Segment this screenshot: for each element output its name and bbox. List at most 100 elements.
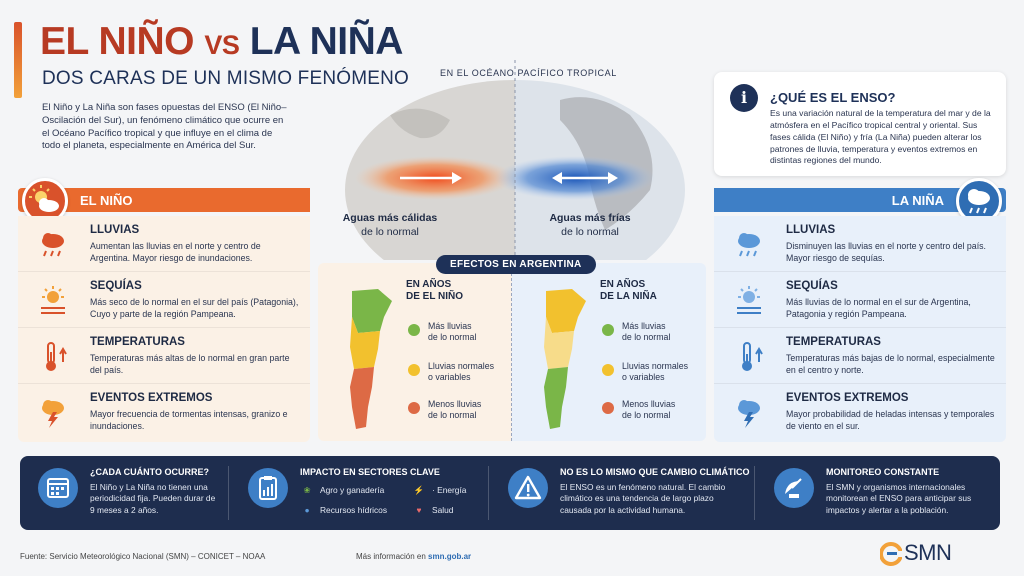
- frequency-title: ¿CADA CUÁNTO OCURRE?: [90, 467, 209, 477]
- el-nino-item-eventos: EVENTOS EXTREMOS Mayor frecuencia de tor…: [18, 384, 310, 440]
- sector-health: ♥ Salud: [412, 505, 454, 515]
- effects-el-nino: EN AÑOS DE EL NIÑO Más lluvias de lo norm…: [318, 263, 512, 441]
- leaf-icon: ❀: [303, 485, 311, 495]
- heart-icon: ♥: [416, 505, 422, 515]
- water-drop-icon: ●: [304, 505, 310, 515]
- footer-more-info: Más información en smn.gob.ar: [356, 552, 471, 561]
- monitor-block: MONITOREO CONSTANTE El SMN y organismos …: [756, 456, 1000, 530]
- item-title: TEMPERATURAS: [90, 336, 185, 348]
- monitor-text: El SMN y organismos internacionales moni…: [826, 482, 972, 515]
- divider: [754, 466, 755, 520]
- satellite-dish-icon: [774, 468, 814, 508]
- el-nino-item-sequias: SEQUÍAS Más seco de lo normal en el sur …: [18, 272, 310, 328]
- climate-title: NO ES LO MISMO QUE CAMBIO CLIMÁTICO: [560, 467, 750, 477]
- effects-argentina: EFECTOS EN ARGENTINA EN AÑOS DE EL NIÑO …: [318, 255, 706, 441]
- warm-caption-bold: Aguas más cálidas: [342, 212, 438, 224]
- item-text: Mayor frecuencia de tormentas intensas, …: [90, 409, 288, 431]
- monitor-title: MONITOREO CONSTANTE: [826, 467, 940, 477]
- enso-info-card: i ¿QUÉ ES EL ENSO? Es una variación natu…: [714, 72, 1006, 176]
- cold-caption-bold: Aguas más frías: [549, 212, 631, 224]
- item-text: Temperaturas más bajas de lo normal, esp…: [786, 353, 995, 375]
- item-title: EVENTOS EXTREMOS: [90, 392, 213, 404]
- more-label: Más información en: [356, 552, 426, 561]
- legend-text: Más lluvias de lo normal: [428, 321, 477, 343]
- legend-text: Más lluvias de lo normal: [622, 321, 671, 343]
- thermometer-up-icon: [46, 342, 67, 371]
- item-text: Aumentan las lluvias en el norte y centr…: [90, 241, 261, 263]
- effects-title: EFECTOS EN ARGENTINA: [436, 255, 596, 274]
- el-nino-years-title: EN AÑOS DE EL NIÑO: [406, 279, 463, 303]
- item-text: Más lluvias de lo normal en el sur de Ar…: [786, 297, 971, 319]
- legend-text: Lluvias normales o variables: [622, 361, 689, 383]
- divider: [488, 466, 489, 520]
- enso-text: Es una variación natural de la temperatu…: [770, 108, 991, 166]
- sun-icon: [737, 286, 761, 314]
- snow-storm-icon: [738, 400, 760, 428]
- calendar-icon: [38, 468, 78, 508]
- title-el-nino: EL NIÑO: [40, 20, 194, 63]
- legend-dot: [408, 324, 420, 336]
- item-title: LLUVIAS: [786, 224, 836, 236]
- lightning-icon: ⚡: [413, 485, 425, 495]
- impact-block: IMPACTO EN SECTORES CLAVE ❀ Agro y ganade…: [230, 456, 485, 530]
- warm-caption-rest: de lo normal: [361, 225, 419, 238]
- la-nina-item-lluvias: LLUVIAS Disminuyen las lluvias en el nor…: [714, 216, 1006, 272]
- pacific-globe-icon: [345, 60, 685, 260]
- smn-logo-text: SMN: [904, 540, 952, 565]
- item-text: Mayor probabilidad de heladas intensas y…: [786, 409, 995, 431]
- impact-title: IMPACTO EN SECTORES CLAVE: [300, 467, 440, 477]
- more-link[interactable]: smn.gob.ar: [428, 552, 472, 561]
- item-title: EVENTOS EXTREMOS: [786, 392, 909, 404]
- accent-bar: [14, 22, 22, 98]
- title-la-nina: LA NIÑA: [249, 20, 404, 63]
- warm-water-caption: Aguas más cálidas de lo normal: [330, 212, 450, 239]
- eff-title-line: EN AÑOS: [406, 279, 452, 290]
- item-title: SEQUÍAS: [786, 280, 838, 292]
- sector-energy: ⚡ · Energía: [413, 485, 467, 495]
- climate-text: El ENSO es un fenómeno natural. El cambi…: [560, 482, 726, 515]
- legend-dot: [602, 402, 614, 414]
- globe-label: EN EL OCÉANO PACÍFICO TROPICAL: [440, 68, 617, 78]
- info-icon: i: [730, 84, 758, 112]
- la-nina-item-temperaturas: TEMPERATURAS Temperaturas más bajas de l…: [714, 328, 1006, 384]
- rain-cloud-icon: [42, 233, 64, 257]
- effects-la-nina: EN AÑOS DE LA NIÑA Más lluvias de lo norm…: [512, 263, 706, 441]
- eff-title-line: DE LA NIÑA: [600, 291, 657, 302]
- la-nina-years-title: EN AÑOS DE LA NIÑA: [600, 279, 657, 303]
- argentina-map-el-nino: [350, 289, 392, 429]
- item-title: SEQUÍAS: [90, 280, 142, 292]
- legend-dot: [602, 324, 614, 336]
- legend-dot: [408, 402, 420, 414]
- legend-dot: [408, 364, 420, 376]
- page-title: EL NIÑO VS LA NIÑA: [40, 20, 403, 64]
- enso-title: ¿QUÉ ES EL ENSO?: [770, 90, 896, 105]
- legend-text: Menos lluvias de lo normal: [428, 399, 482, 421]
- item-text: Más seco de lo normal en el sur del país…: [90, 297, 299, 319]
- item-title: TEMPERATURAS: [786, 336, 881, 348]
- el-nino-panel: EL NIÑO LLUVIAS Aumentan las lluvias en …: [18, 178, 310, 442]
- la-nina-item-sequias: SEQUÍAS Más lluvias de lo normal en el s…: [714, 272, 1006, 328]
- smn-logo: SMN: [880, 538, 990, 568]
- divider: [228, 466, 229, 520]
- el-nino-body: LLUVIAS Aumentan las lluvias en el norte…: [18, 216, 310, 442]
- intro-text: El Niño y La Niña son fases opuestas del…: [42, 102, 287, 152]
- sun-heat-icon: [41, 286, 65, 314]
- item-title: LLUVIAS: [90, 224, 140, 236]
- effects-divider: [511, 263, 512, 441]
- climate-block: NO ES LO MISMO QUE CAMBIO CLIMÁTICO El E…: [490, 456, 755, 530]
- item-text: Temperaturas más altas de lo normal en g…: [90, 353, 290, 375]
- frequency-block: ¿CADA CUÁNTO OCURRE? El Niño y La Niña n…: [20, 456, 225, 530]
- sector-agro: ❀ Agro y ganadería: [300, 485, 384, 495]
- sector-water: ● Recursos hídricos: [300, 505, 387, 515]
- cold-water-caption: Aguas más frías de lo normal: [530, 212, 650, 239]
- legend-text: Menos lluvias de lo normal: [622, 399, 676, 421]
- globe-illustration: [330, 60, 690, 260]
- eff-title-line: DE EL NIÑO: [406, 291, 464, 302]
- la-nina-body: LLUVIAS Disminuyen las lluvias en el nor…: [714, 216, 1006, 442]
- thermometer-up-icon: [742, 342, 763, 371]
- warning-icon: [508, 468, 548, 508]
- rain-cloud-icon: [738, 233, 760, 257]
- legend-text: Lluvias normales o variables: [428, 361, 495, 383]
- storm-icon: [42, 400, 64, 428]
- el-nino-item-lluvias: LLUVIAS Aumentan las lluvias en el norte…: [18, 216, 310, 272]
